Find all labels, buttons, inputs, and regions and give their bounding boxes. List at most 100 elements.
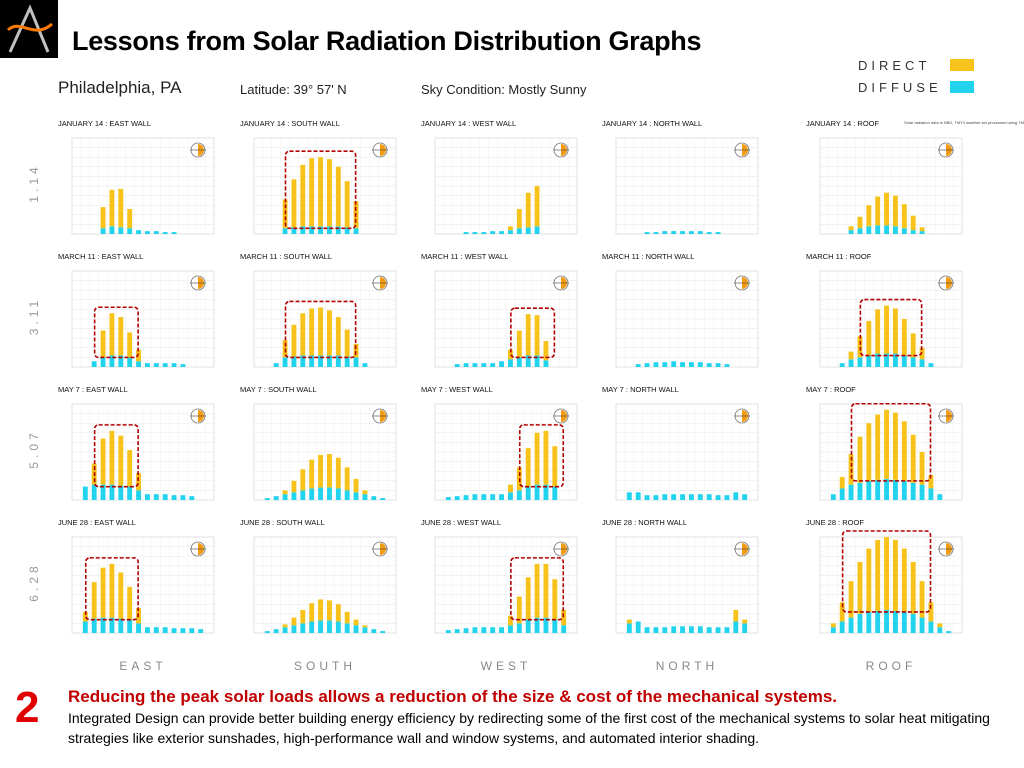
bar-diffuse (697, 362, 703, 367)
bar-diffuse (644, 363, 650, 367)
bar-diffuse (490, 494, 496, 500)
bar-diffuse (300, 490, 306, 500)
bar-diffuse (901, 480, 907, 500)
bar-diffuse (884, 609, 890, 633)
latitude-label: Latitude: 39° 57' N (240, 82, 347, 97)
peak-highlight-box (850, 402, 932, 482)
bar-diffuse (344, 490, 350, 500)
bar-diffuse (857, 357, 863, 367)
bar-diffuse (100, 617, 106, 633)
radiation-panel: MARCH 11 : NORTH WALL (602, 252, 759, 368)
sky-condition-label: Sky Condition: Mostly Sunny (421, 82, 587, 97)
bar-diffuse (282, 228, 288, 234)
bar-diffuse (445, 630, 451, 633)
footer-headline: Reducing the peak solar loads allows a r… (68, 687, 837, 706)
bar-direct (552, 579, 558, 620)
bar-direct (901, 204, 907, 229)
peak-highlight-box (284, 150, 357, 230)
bar-direct (857, 561, 863, 614)
bar-diffuse (884, 478, 890, 500)
panel-title: JANUARY 14 : SOUTH WALL (240, 119, 340, 128)
bar-diffuse (291, 356, 297, 367)
bar-diffuse (866, 611, 872, 633)
bar-direct (543, 341, 549, 361)
panel-title: MAY 7 : NORTH WALL (602, 385, 679, 394)
legend-swatch-direct (950, 59, 974, 71)
bar-diffuse (534, 355, 540, 367)
bar-diffuse (742, 623, 748, 633)
bar-diffuse (490, 231, 496, 234)
bar-direct (118, 317, 124, 356)
bar-diffuse (335, 621, 341, 633)
bar-direct (109, 313, 115, 356)
bar-direct (282, 624, 288, 628)
bar-direct (552, 446, 558, 487)
bar-diffuse (198, 629, 204, 633)
bar-diffuse (291, 625, 297, 633)
radiation-panel: MAY 7 : NORTH WALL (602, 385, 759, 501)
bar-direct (910, 215, 916, 231)
bar-diffuse (362, 627, 368, 633)
radiation-panel: JANUARY 14 : EAST WALL (58, 119, 215, 235)
bar-diffuse (300, 226, 306, 234)
bar-direct (901, 421, 907, 481)
radiation-panel: MAY 7 : EAST WALL (58, 385, 215, 501)
bar-diffuse (273, 629, 279, 633)
bar-diffuse (928, 363, 934, 367)
bar-diffuse (481, 363, 487, 367)
bar-diffuse (380, 498, 386, 500)
bar-direct (884, 305, 890, 354)
peak-highlight-box (93, 306, 139, 359)
radiation-panel: MARCH 11 : SOUTH WALL (240, 252, 397, 368)
bar-direct (507, 615, 513, 626)
bar-direct (136, 349, 142, 362)
bar-direct (919, 347, 925, 360)
bar-direct (892, 308, 898, 354)
bar-direct (353, 343, 359, 358)
bar-diffuse (91, 618, 97, 633)
bar-diffuse (724, 364, 730, 367)
panel-title: MAY 7 : WEST WALL (421, 385, 493, 394)
bar-diffuse (839, 488, 845, 500)
bar-diffuse (697, 231, 703, 234)
bar-direct (353, 619, 359, 626)
bar-diffuse (499, 494, 505, 500)
bar-diffuse (144, 627, 150, 633)
bar-diffuse (318, 620, 324, 633)
radiation-chart-grid: 1.14 3.11 5.07 6.28 JANUARY 14 : EAST WALL JA… (27, 119, 1024, 673)
bar-direct (344, 329, 350, 357)
radiation-panel: JUNE 28 : SOUTH WALL (240, 518, 397, 634)
bar-diffuse (839, 363, 845, 367)
bar-diffuse (516, 490, 522, 500)
bar-diffuse (300, 355, 306, 367)
bar-diffuse (162, 363, 168, 367)
bar-direct (335, 604, 341, 622)
bar-diffuse (697, 494, 703, 500)
bar-direct (830, 623, 836, 628)
bar-diffuse (353, 492, 359, 500)
bar-direct (875, 414, 881, 480)
bar-diffuse (848, 230, 854, 234)
bar-direct (892, 539, 898, 611)
bar-direct (910, 333, 916, 358)
bar-diffuse (144, 363, 150, 367)
bar-diffuse (543, 360, 549, 367)
bar-direct (136, 473, 142, 491)
bar-diffuse (353, 625, 359, 633)
bar-diffuse (830, 627, 836, 633)
bar-diffuse (635, 621, 641, 633)
bar-diffuse (525, 227, 531, 234)
radiation-panel: MARCH 11 : EAST WALL (58, 252, 215, 368)
bar-diffuse (839, 621, 845, 633)
chart-legend: DIRECT DIFFUSE (858, 54, 974, 98)
bar-diffuse (162, 627, 168, 633)
bar-diffuse (318, 487, 324, 500)
bar-diffuse (635, 364, 641, 367)
bar-diffuse (127, 357, 133, 367)
panel-title: JANUARY 14 : WEST WALL (421, 119, 516, 128)
bar-diffuse (919, 484, 925, 500)
bar-diffuse (671, 231, 677, 234)
bar-direct (848, 351, 854, 360)
bar-direct (300, 609, 306, 624)
bar-diffuse (282, 494, 288, 500)
